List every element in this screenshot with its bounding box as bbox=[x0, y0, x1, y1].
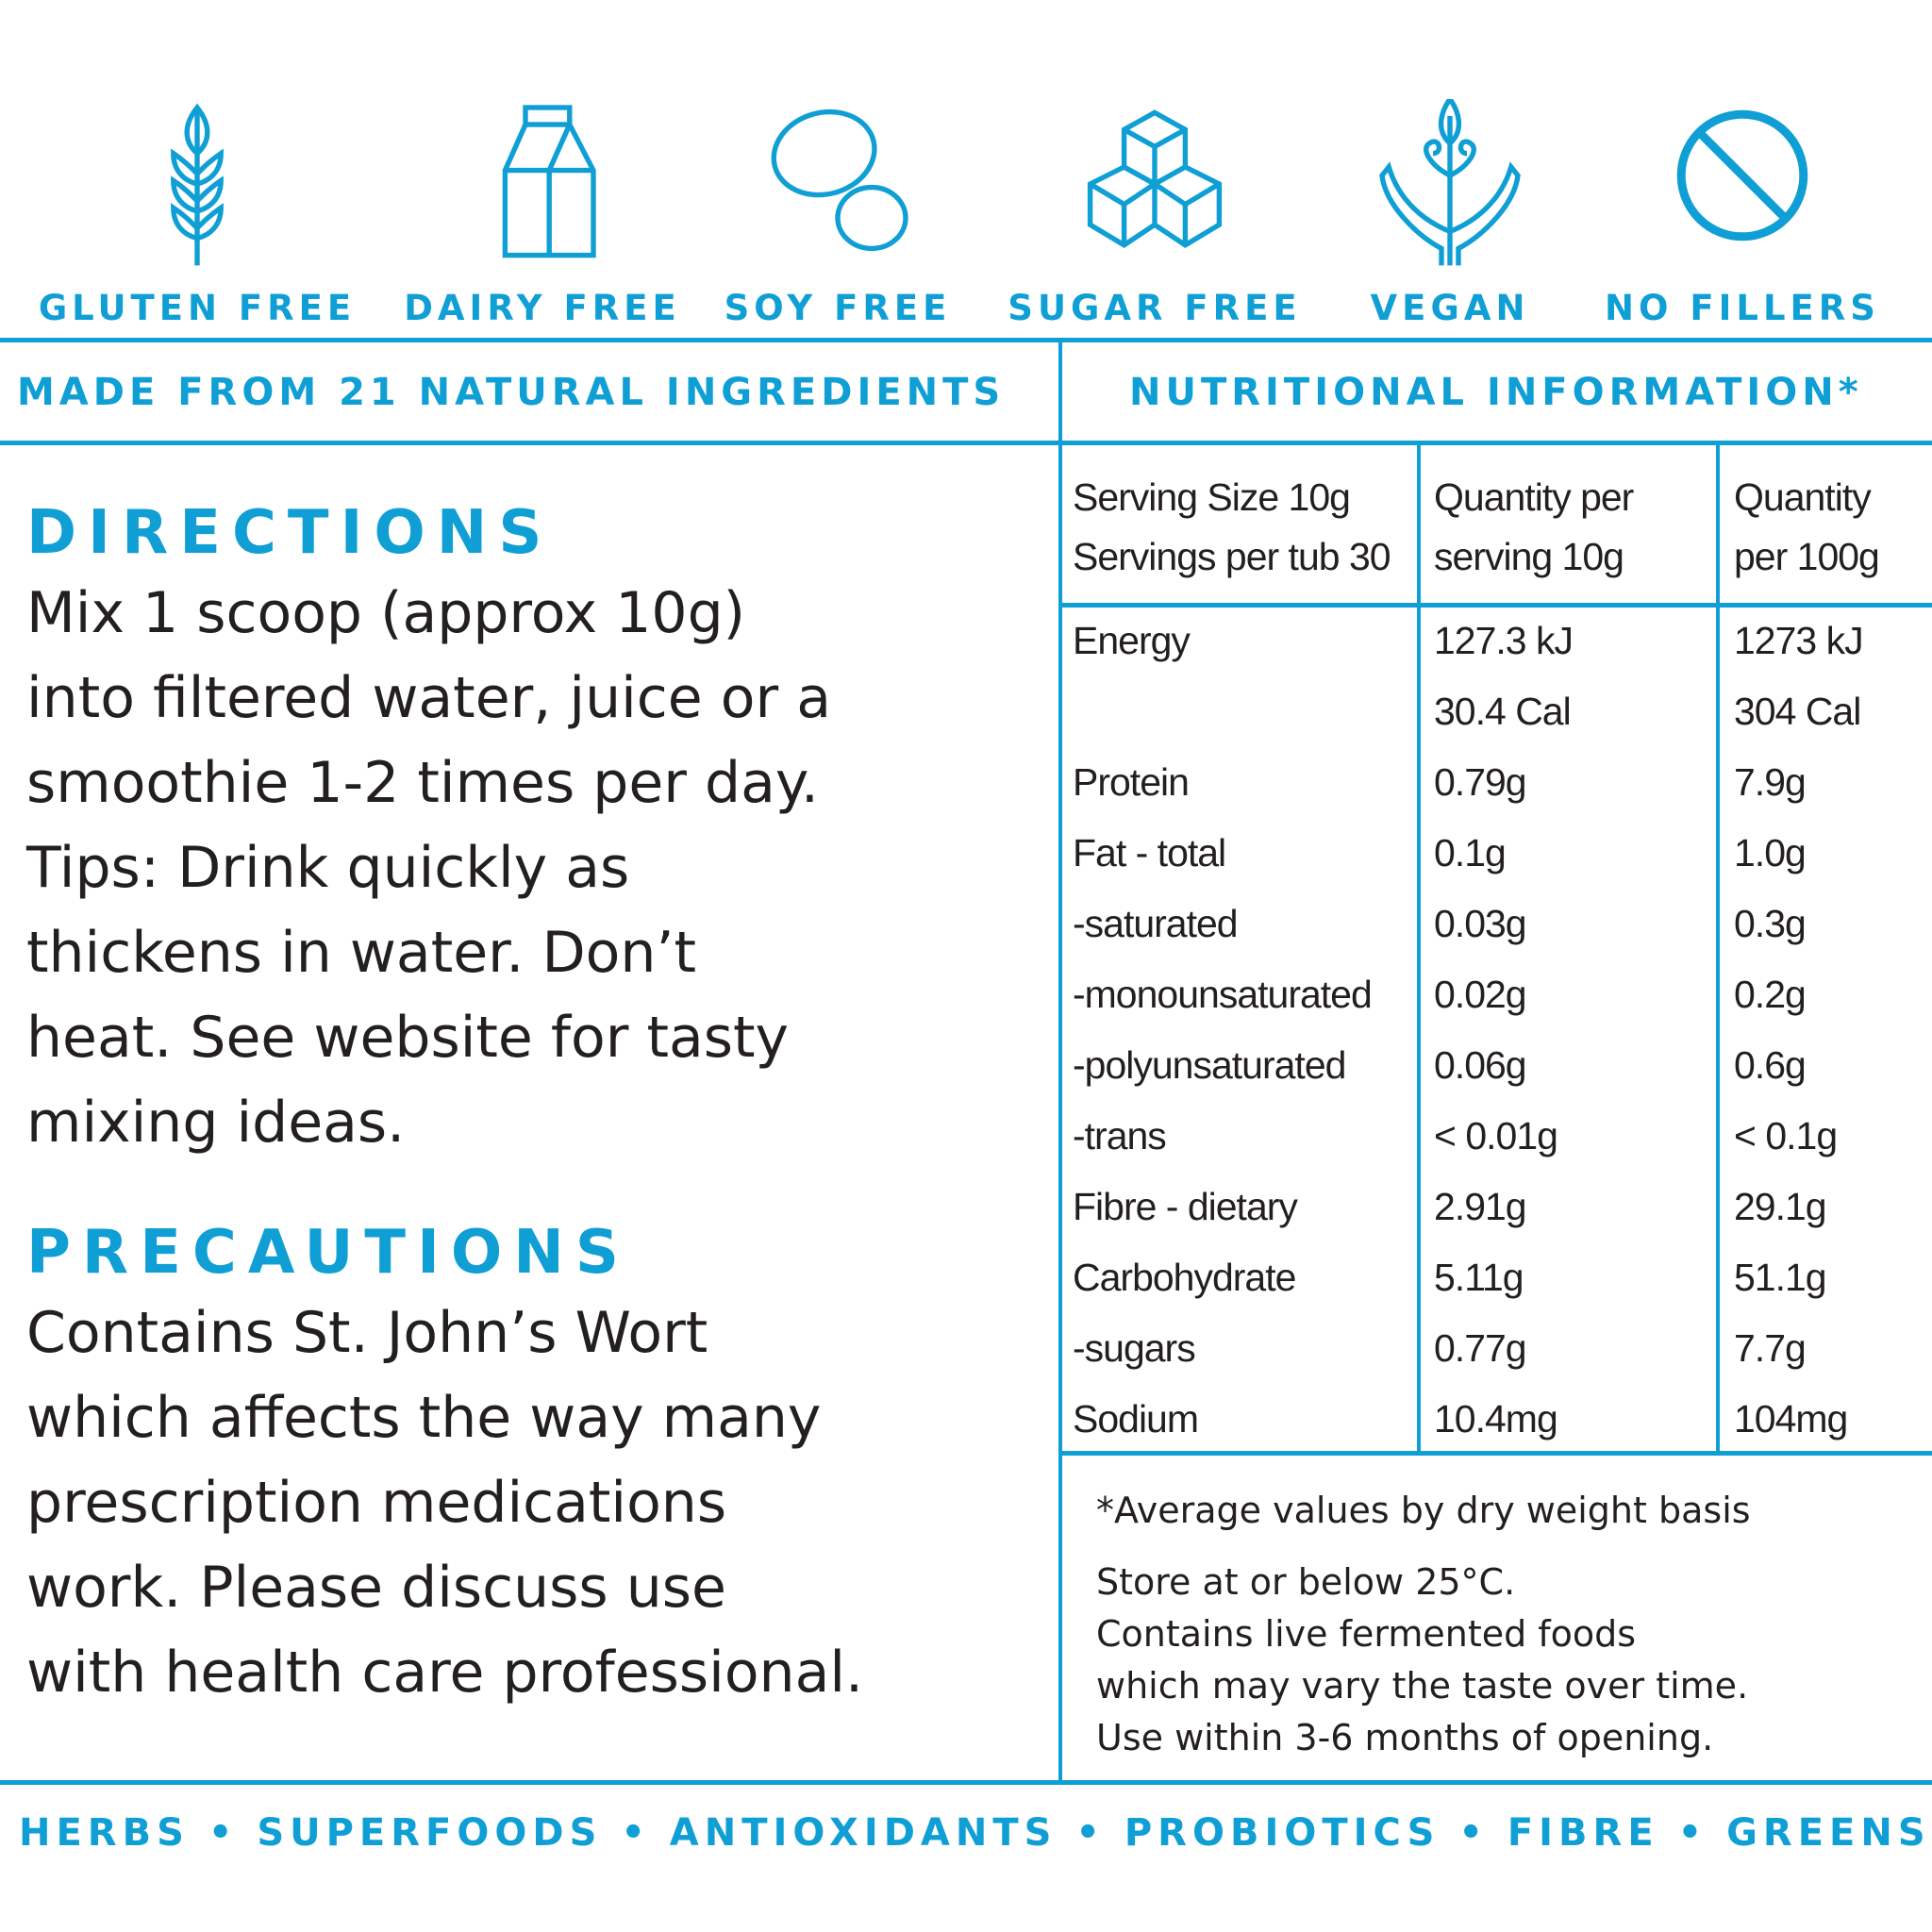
nutrient-name: Energy bbox=[1073, 619, 1191, 662]
badge-soy-free: SOY FREE bbox=[677, 99, 998, 328]
nutrient-name: -sugars bbox=[1073, 1326, 1196, 1370]
nutrient-name: -saturated bbox=[1073, 902, 1239, 945]
per-100g-value: 51.1g bbox=[1734, 1256, 1827, 1299]
divider bbox=[0, 338, 1932, 342]
directions-section: DIRECTIONS Mix 1 scoop (approx 10g) into … bbox=[26, 495, 831, 1165]
table-header-divider bbox=[1061, 603, 1932, 608]
directions-text-line: smoothie 1-2 times per day. bbox=[26, 750, 819, 816]
precautions-text-line: Contains St. John’s Wort bbox=[26, 1300, 708, 1366]
per-serving-value: < 0.01g bbox=[1434, 1114, 1558, 1158]
per-serving-value: 127.3 kJ bbox=[1434, 619, 1574, 662]
precautions-text-line: with health care professional. bbox=[26, 1640, 864, 1706]
per-serving-value: 5.11g bbox=[1434, 1256, 1524, 1299]
table-bottom-divider bbox=[1061, 1451, 1932, 1456]
nutrient-name: Fibre - dietary bbox=[1073, 1185, 1298, 1228]
storage-note-line: Contains live fermented foods bbox=[1096, 1613, 1637, 1655]
badge-vegan: VEGAN bbox=[1290, 99, 1610, 328]
badge-label: SUGAR FREE bbox=[1008, 288, 1302, 328]
precautions-text-line: work. Please discuss use bbox=[26, 1555, 726, 1621]
nutrient-name: Carbohydrate bbox=[1073, 1256, 1296, 1299]
sugar-cubes-icon bbox=[1087, 109, 1223, 248]
per-100g-value: 1273 kJ bbox=[1734, 619, 1864, 662]
col-per-serving-header: Quantity per bbox=[1434, 475, 1634, 519]
directions-text-line: Tips: Drink quickly as bbox=[26, 835, 630, 901]
nutrient-name: Sodium bbox=[1073, 1397, 1199, 1441]
table-col-divider bbox=[1716, 443, 1720, 1455]
prohibited-icon bbox=[1676, 109, 1808, 242]
per-100g-value: 1.0g bbox=[1734, 831, 1807, 874]
per-serving-value: 10.4mg bbox=[1434, 1397, 1558, 1441]
directions-text-line: into filtered water, juice or a bbox=[26, 665, 831, 731]
nutrition-table: Serving Size 10g Servings per tub 30 Qua… bbox=[1061, 443, 1932, 1456]
directions-heading: DIRECTIONS bbox=[26, 498, 554, 568]
directions-text-line: Mix 1 scoop (approx 10g) bbox=[26, 580, 746, 646]
col-per-100g-header: Quantity bbox=[1734, 475, 1872, 519]
plant-hands-icon bbox=[1379, 99, 1521, 266]
serving-size: Serving Size 10g bbox=[1073, 475, 1351, 519]
per-100g-value: 104mg bbox=[1734, 1397, 1848, 1441]
servings-per-tub: Servings per tub 30 bbox=[1073, 535, 1391, 578]
per-100g-value: < 0.1g bbox=[1734, 1114, 1838, 1158]
badge-gluten-free: GLUTEN FREE bbox=[37, 99, 358, 328]
per-serving-value: 0.03g bbox=[1434, 902, 1527, 945]
per-serving-value: 0.06g bbox=[1434, 1043, 1527, 1087]
precautions-text-line: which affects the way many bbox=[26, 1385, 822, 1451]
badge-sugar-free: SUGAR FREE bbox=[994, 99, 1315, 328]
per-100g-value: 0.2g bbox=[1734, 973, 1807, 1016]
col-per-serving-header: serving 10g bbox=[1434, 535, 1624, 578]
wheat-icon bbox=[171, 103, 224, 266]
nutrient-name: Fat - total bbox=[1073, 831, 1226, 874]
nutrient-name: -monounsaturated bbox=[1073, 973, 1373, 1016]
per-100g-value: 0.3g bbox=[1734, 902, 1807, 945]
divider bbox=[0, 441, 1932, 445]
precautions-section: PRECAUTIONS Contains St. John’s Wort whic… bbox=[26, 1215, 863, 1715]
col-per-100g-header: per 100g bbox=[1734, 535, 1880, 578]
milk-carton-icon bbox=[502, 105, 596, 258]
storage-note-line: Store at or below 25°C. bbox=[1096, 1561, 1516, 1603]
badge-label: DAIRY FREE bbox=[404, 288, 681, 328]
badge-label: NO FILLERS bbox=[1605, 288, 1880, 328]
footnote: *Average values by dry weight basis bbox=[1096, 1490, 1751, 1531]
per-serving-value: 0.77g bbox=[1434, 1326, 1527, 1370]
badge-label: SOY FREE bbox=[724, 288, 952, 328]
per-100g-value: 0.6g bbox=[1734, 1043, 1807, 1087]
per-serving-value: 30.4 Cal bbox=[1434, 690, 1572, 733]
per-serving-value: 0.79g bbox=[1434, 760, 1527, 804]
nutrient-name: -polyunsaturated bbox=[1073, 1043, 1346, 1087]
directions-text-line: thickens in water. Don’t bbox=[26, 920, 696, 986]
storage-note-line: which may vary the taste over time. bbox=[1096, 1665, 1749, 1707]
per-100g-value: 7.9g bbox=[1734, 760, 1807, 804]
nutrient-name: -trans bbox=[1073, 1114, 1167, 1158]
per-100g-value: 7.7g bbox=[1734, 1326, 1807, 1370]
badge-dairy-free: DAIRY FREE bbox=[382, 99, 703, 328]
nutrition-banner: NUTRITIONAL INFORMATION* bbox=[1129, 371, 1863, 414]
per-100g-value: 304 Cal bbox=[1734, 690, 1861, 733]
directions-text-line: heat. See website for tasty bbox=[26, 1005, 790, 1071]
per-100g-value: 29.1g bbox=[1734, 1185, 1827, 1228]
directions-text-line: mixing ideas. bbox=[26, 1090, 406, 1156]
table-col-divider bbox=[1417, 443, 1421, 1455]
badge-no-fillers: NO FILLERS bbox=[1582, 99, 1903, 328]
badge-label: GLUTEN FREE bbox=[38, 288, 357, 328]
nutrient-name: Protein bbox=[1073, 760, 1190, 804]
per-serving-value: 0.1g bbox=[1434, 831, 1507, 874]
precautions-text-line: prescription medications bbox=[26, 1470, 727, 1536]
column-divider bbox=[1058, 341, 1062, 1783]
soybean-icon bbox=[771, 108, 908, 252]
storage-note-line: Use within 3-6 months of opening. bbox=[1096, 1717, 1714, 1758]
per-serving-value: 0.02g bbox=[1434, 973, 1527, 1016]
precautions-heading: PRECAUTIONS bbox=[26, 1218, 630, 1288]
per-serving-value: 2.91g bbox=[1434, 1185, 1527, 1228]
footer-tagline: HERBS • SUPERFOODS • ANTIOXIDANTS • PROB… bbox=[19, 1811, 1931, 1855]
badge-label: VEGAN bbox=[1370, 288, 1530, 328]
divider bbox=[0, 1780, 1932, 1785]
ingredients-banner: MADE FROM 21 NATURAL INGREDIENTS bbox=[17, 371, 1006, 414]
